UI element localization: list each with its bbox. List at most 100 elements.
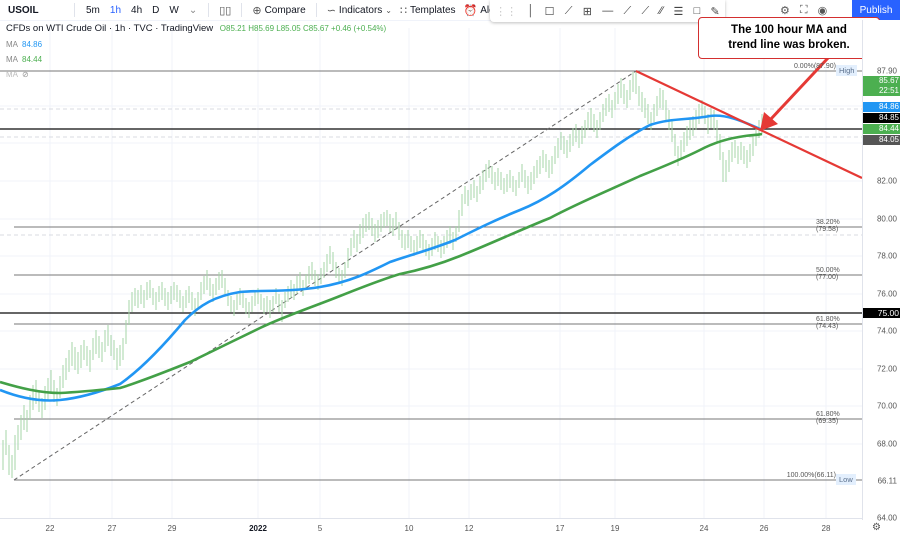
callout-icon[interactable]: ☐: [544, 5, 555, 18]
fib-lines: [0, 70, 862, 481]
plus-circle-icon: ⊕: [252, 4, 262, 17]
alarm-clock-icon: ⏰: [463, 4, 478, 17]
fib-label-50: 50.00%(77.00): [816, 267, 840, 281]
ma-200-value: 84.44: [22, 55, 43, 64]
timeframe-1h[interactable]: 1h: [109, 4, 122, 16]
price-label: 82.00: [876, 176, 897, 186]
brush-icon[interactable]: ✎: [710, 5, 720, 18]
price-label: 87.90: [876, 66, 897, 76]
ohlc-values: O85.21 H85.69 L85.05 C85.67 +0.46 (+0.54…: [220, 24, 386, 33]
fib-trend-line: [13, 70, 637, 481]
price-chart[interactable]: [0, 0, 862, 518]
fullscreen-icon[interactable]: ⛶: [799, 3, 808, 16]
ma-100-line: [0, 114, 761, 402]
rectangle-icon[interactable]: □: [693, 5, 701, 17]
ray-line-icon[interactable]: ⟋: [641, 4, 650, 17]
templates-button[interactable]: ∷ Templates: [396, 4, 460, 17]
downtrend-line: [635, 70, 862, 179]
indicators-icon: ∽: [326, 4, 336, 17]
time-label: 10: [404, 524, 414, 533]
ma-200-line: [0, 132, 763, 395]
time-label-year: 2022: [249, 524, 267, 533]
templates-label: Templates: [409, 4, 456, 16]
ma-label: MA: [6, 55, 18, 64]
timeframe-4h[interactable]: 4h: [131, 4, 143, 16]
callout-line-2: trend line was broken.: [728, 39, 850, 51]
timeframe-d[interactable]: D: [152, 4, 160, 16]
close-value: C85.67: [302, 24, 329, 33]
chart-legend: CFDs on WTI Crude Oil · 1h · TVC · Tradi…: [6, 23, 386, 34]
trend-line-icon[interactable]: ⟋: [564, 4, 573, 17]
drawing-toolbar: ⋮⋮ │ ☐ ⟋ ⊞ — ⟋ ⟋ ∕∕ ☰ □ ✎: [490, 0, 725, 22]
fib-label-38: 38.20%(79.58): [816, 219, 840, 233]
time-label: 29: [167, 524, 177, 533]
low-tag: Low: [836, 474, 856, 485]
callout-line-1: The 100 hour MA and: [731, 24, 847, 36]
arrow-annotation: [760, 56, 830, 131]
ma-100-legend[interactable]: MA 84.86: [6, 40, 42, 49]
ma-label: MA: [6, 40, 18, 49]
publish-button[interactable]: Publish: [852, 0, 900, 20]
symbol-search[interactable]: USOIL: [8, 4, 39, 16]
annotation-callout[interactable]: The 100 hour MA and trend line was broke…: [698, 17, 880, 59]
ma-hidden-legend[interactable]: MA ⊘: [6, 70, 29, 79]
price-label: 68.00: [876, 439, 897, 449]
price-label: 78.00: [876, 251, 897, 261]
time-label: 24: [699, 524, 709, 533]
cursor-line-icon[interactable]: │: [527, 5, 535, 17]
price-label: 76.00: [876, 289, 897, 299]
axis-settings-gear-icon[interactable]: ⚙: [872, 522, 881, 533]
price-label: 72.00: [876, 364, 897, 374]
timeframe-w[interactable]: W: [169, 4, 179, 16]
ma-100-tag: 84.86: [863, 102, 900, 112]
right-toolbar: ⚙ ⛶ ◉: [780, 0, 827, 20]
eye-off-icon[interactable]: ⊘: [22, 70, 29, 79]
price-label: 74.00: [876, 326, 897, 336]
ma-100-value: 84.86: [22, 40, 43, 49]
time-label: 22: [45, 524, 55, 533]
ma-label: MA: [6, 70, 18, 79]
price-label: 80.00: [876, 214, 897, 224]
time-label: 27: [107, 524, 117, 533]
templates-icon: ∷: [399, 4, 407, 17]
fib-retracement-icon[interactable]: ☰: [673, 5, 684, 18]
extended-line-icon[interactable]: ⟋: [623, 4, 632, 17]
time-label: 26: [759, 524, 769, 533]
change-value: +0.46 (+0.54%): [331, 24, 387, 33]
candles: [2, 72, 763, 478]
chevron-down-icon: ⌄: [385, 5, 392, 15]
camera-icon[interactable]: ◉: [817, 4, 828, 17]
chart-title: CFDs on WTI Crude Oil · 1h · TVC · Tradi…: [6, 23, 214, 34]
timeframe-5m[interactable]: 5m: [86, 4, 100, 16]
bar-countdown: 22:51: [878, 86, 899, 95]
drag-handle-icon[interactable]: ⋮⋮: [495, 5, 518, 18]
divider: [74, 3, 75, 17]
price-axis[interactable]: 87.90 82.00 80.00 78.00 76.00 74.00 72.0…: [862, 20, 900, 523]
last-price: 85.67: [878, 76, 899, 85]
price-label: 64.00: [876, 513, 897, 523]
candles-icon: ▯▯: [219, 4, 232, 17]
compare-button[interactable]: ⊕ Compare: [248, 4, 309, 17]
compare-label: Compare: [264, 4, 306, 16]
indicators-button[interactable]: ∽ Indicators ⌄: [323, 4, 396, 17]
line-tag-84-05: 84.05: [863, 135, 900, 145]
parallel-channel-icon[interactable]: ∕∕: [659, 5, 664, 17]
horizontal-ray-icon[interactable]: —: [602, 5, 614, 17]
position-grid-icon[interactable]: ⊞: [582, 5, 592, 18]
high-tag: High: [836, 65, 858, 76]
time-axis[interactable]: 22 27 29 2022 5 10 12 17 19 24 26 28: [0, 518, 862, 541]
timeframe-dropdown[interactable]: ⌄: [188, 4, 198, 16]
ma-200-tag: 84.44: [863, 124, 900, 134]
grid-horizontal: [0, 105, 862, 445]
line-tag-84-85: 84.85: [863, 113, 900, 123]
fib-label-100: 100.00%(66.11): [786, 472, 836, 479]
time-label: 28: [821, 524, 831, 533]
chart-type-button[interactable]: ▯▯: [215, 4, 235, 17]
settings-gear-icon[interactable]: ⚙: [780, 4, 790, 17]
low-value: L85.05: [276, 24, 301, 33]
fib-label-61-lower: 61.80%(69.35): [816, 411, 840, 425]
ma-200-legend[interactable]: MA 84.44: [6, 55, 42, 64]
time-label: 12: [464, 524, 474, 533]
time-label: 5: [317, 524, 323, 533]
indicators-label: Indicators: [338, 4, 383, 16]
